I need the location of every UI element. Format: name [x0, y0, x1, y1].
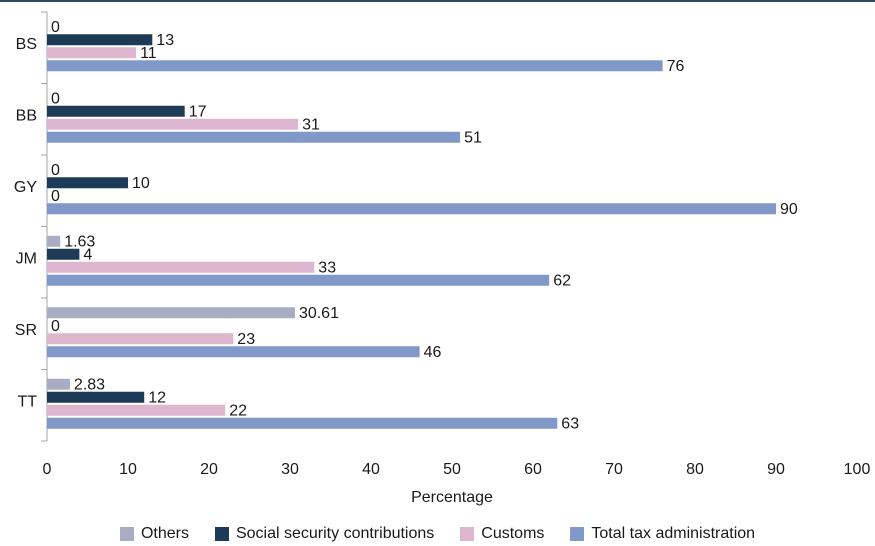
- bar-gy-total-tax-administration: [47, 203, 776, 215]
- legend-item-others: Others: [119, 525, 189, 543]
- value-label-sr-customs: 23: [237, 331, 255, 348]
- legend-label-customs: Customs: [481, 525, 545, 542]
- value-label-bs-customs: 11: [140, 45, 157, 62]
- bar-tt-others: [47, 378, 70, 390]
- x-tick-label-100: 100: [844, 461, 871, 478]
- category-label-tt: TT: [17, 393, 37, 410]
- x-tick-label-60: 60: [524, 461, 542, 478]
- value-label-sr-social-security-contributions: 0: [51, 318, 60, 335]
- value-label-bb-customs: 31: [302, 116, 320, 133]
- value-label-jm-social-security-contributions: 4: [83, 246, 92, 263]
- legend-item-customs: Customs: [460, 525, 544, 543]
- legend-swatch-others: [119, 527, 134, 541]
- value-label-jm-others: 1.63: [64, 233, 95, 250]
- legend-swatch-total-tax: [570, 527, 585, 541]
- value-label-bb-others: 0: [51, 90, 60, 107]
- bar-sr-total-tax-administration: [47, 346, 420, 358]
- x-tick-label-90: 90: [767, 461, 785, 478]
- legend: Others Social security contributions Cus…: [0, 522, 875, 546]
- x-tick-label-50: 50: [443, 461, 461, 478]
- x-tick-label-30: 30: [281, 461, 299, 478]
- value-label-sr-others: 30.61: [299, 305, 339, 322]
- bar-sr-customs: [47, 333, 234, 345]
- category-label-sr: SR: [15, 322, 37, 339]
- value-label-tt-social-security-contributions: 12: [148, 389, 166, 406]
- value-label-gy-customs: 0: [51, 188, 60, 205]
- category-label-jm: JM: [16, 250, 37, 267]
- x-tick-label-70: 70: [605, 461, 623, 478]
- value-label-sr-total-tax-administration: 46: [424, 344, 442, 361]
- bar-tt-total-tax-administration: [47, 417, 558, 429]
- bar-bs-total-tax-administration: [47, 60, 663, 72]
- chart-axes: [41, 11, 48, 442]
- category-label-gy: GY: [14, 179, 37, 196]
- legend-swatch-customs: [460, 527, 475, 541]
- value-label-gy-total-tax-administration: 90: [780, 201, 798, 218]
- bar-bb-social-security-contributions: [47, 105, 185, 117]
- legend-item-social-security: Social security contributions: [214, 525, 435, 543]
- bar-jm-total-tax-administration: [47, 274, 550, 286]
- value-label-bb-social-security-contributions: 17: [189, 103, 207, 120]
- category-label-bs: BS: [16, 36, 37, 53]
- x-tick-label-40: 40: [362, 461, 380, 478]
- bar-jm-others: [47, 235, 61, 247]
- value-label-tt-total-tax-administration: 63: [561, 415, 579, 432]
- bar-jm-customs: [47, 261, 315, 273]
- legend-item-total-tax: Total tax administration: [570, 525, 755, 543]
- value-label-gy-social-security-contributions: 10: [132, 175, 150, 192]
- value-label-gy-others: 0: [51, 162, 60, 179]
- value-label-tt-others: 2.83: [74, 376, 105, 393]
- legend-label-social-security: Social security contributions: [235, 525, 435, 542]
- value-label-tt-customs: 22: [229, 402, 247, 419]
- bar-bs-social-security-contributions: [47, 34, 153, 46]
- bar-tt-social-security-contributions: [47, 391, 145, 403]
- category-label-bb: BB: [16, 107, 37, 124]
- bar-jm-social-security-contributions: [47, 248, 80, 260]
- value-label-jm-customs: 33: [318, 259, 336, 276]
- legend-label-others: Others: [140, 525, 189, 542]
- x-axis-title: Percentage: [411, 489, 493, 506]
- bar-bs-customs: [47, 47, 137, 59]
- chart-bars: [47, 34, 776, 429]
- top-rule: [0, 0, 875, 2]
- legend-label-total-tax: Total tax administration: [591, 525, 756, 542]
- bar-tt-customs: [47, 404, 226, 416]
- bar-bb-customs: [47, 118, 299, 130]
- value-label-bb-total-tax-administration: 51: [464, 129, 482, 146]
- x-tick-label-10: 10: [119, 461, 137, 478]
- x-tick-label-80: 80: [686, 461, 704, 478]
- bar-sr-others: [47, 307, 295, 319]
- x-tick-label-20: 20: [200, 461, 218, 478]
- value-label-bs-others: 0: [51, 19, 60, 36]
- legend-swatch-social-security: [214, 527, 229, 541]
- value-label-bs-social-security-contributions: 13: [156, 32, 174, 49]
- bar-gy-social-security-contributions: [47, 177, 128, 189]
- bar-chart: 013117601731510100901.634336230.61023462…: [14, 11, 871, 506]
- value-label-jm-total-tax-administration: 62: [553, 272, 571, 289]
- value-label-bs-total-tax-administration: 76: [667, 58, 685, 75]
- bar-bb-total-tax-administration: [47, 131, 461, 143]
- x-tick-label-0: 0: [43, 461, 52, 478]
